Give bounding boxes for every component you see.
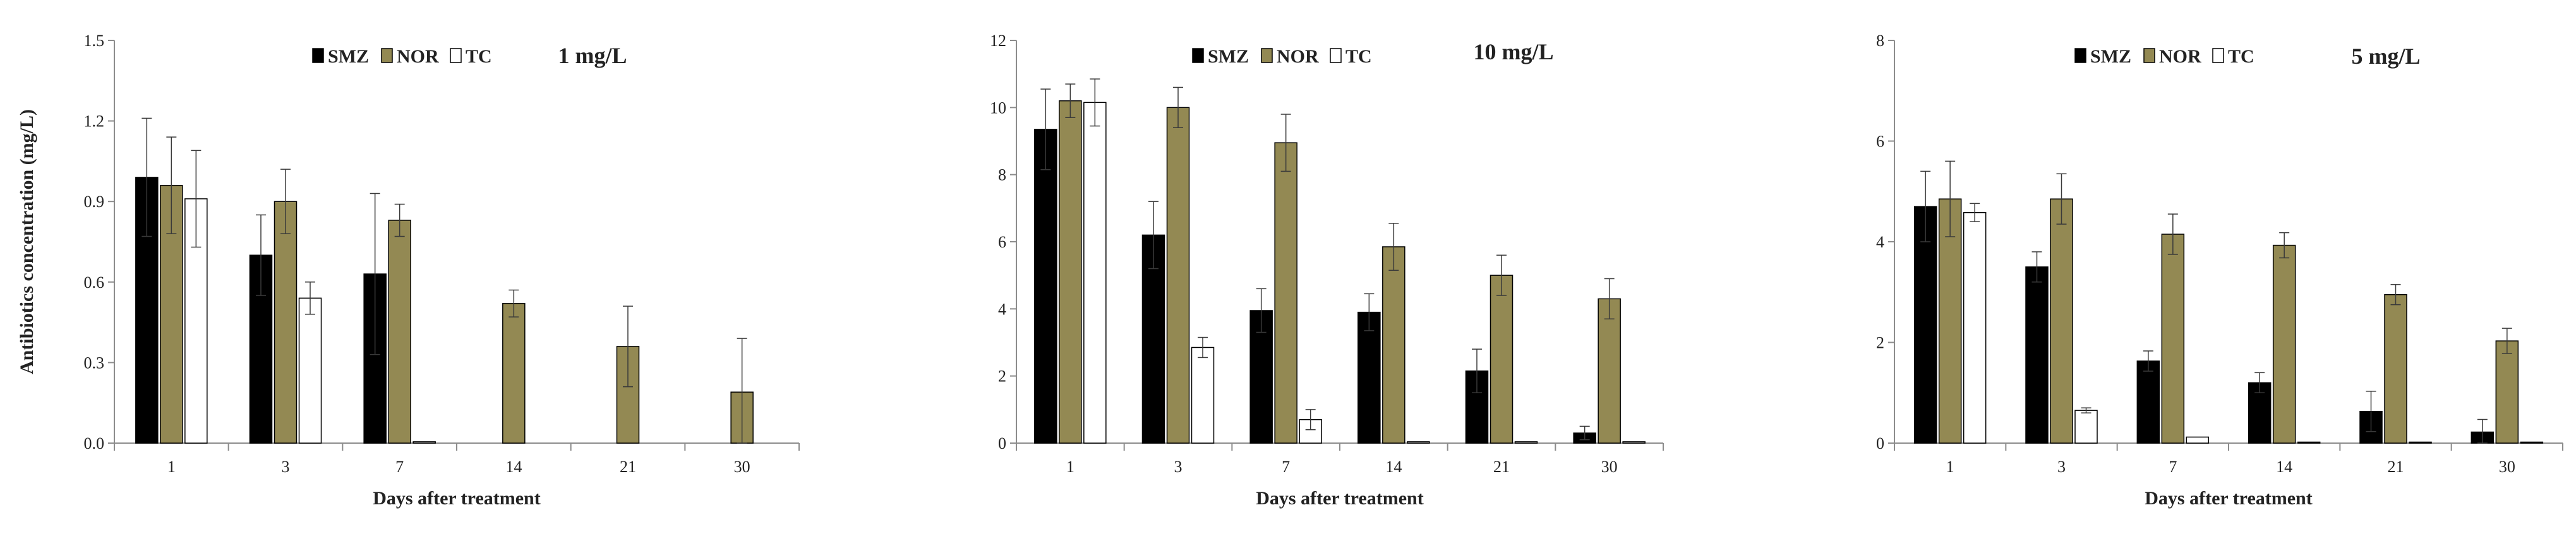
legend-label-smz: SMZ (2090, 46, 2131, 67)
bar-tc-day-7 (412, 441, 436, 444)
y-tick-label: 0.3 (84, 353, 105, 372)
x-tick-label: 21 (1493, 458, 1510, 476)
bar-tc-day-3 (2074, 410, 2098, 444)
bar-nor-day-3 (2050, 198, 2073, 444)
chart-title: 1 mg/L (558, 43, 627, 68)
legend-label-tc: TC (2228, 46, 2254, 67)
legend-label-smz: SMZ (1208, 46, 1249, 67)
y-axis-title: Antibiotics concentration (mg/L) (16, 109, 37, 374)
x-tick-label: 1 (167, 458, 176, 476)
bar-smz-day-7 (2136, 360, 2160, 444)
bar-tc-day-3 (1191, 347, 1215, 444)
x-tick-label: 14 (1385, 458, 1402, 476)
bar-nor-day-7 (388, 220, 411, 444)
legend-swatch-tc (450, 48, 462, 63)
legend-swatch-nor (381, 48, 393, 63)
x-tick-label: 7 (2169, 458, 2177, 476)
chart-title: 5 mg/L (2351, 44, 2420, 69)
y-tick-label: 2 (1876, 334, 1884, 352)
y-tick-label: 0 (1876, 434, 1884, 453)
y-tick-label: 8 (1876, 32, 1884, 50)
legend-label-nor: NOR (2159, 46, 2201, 67)
y-tick-label: 12 (990, 32, 1006, 50)
y-tick-label: 1.5 (84, 32, 105, 50)
x-axis-title: Days after treatment (1256, 488, 1423, 509)
y-tick-label: 0.6 (84, 273, 105, 292)
bar-nor-day-3 (274, 201, 298, 444)
y-tick-label: 6 (998, 233, 1006, 251)
bar-smz-day-14 (1357, 311, 1381, 444)
x-tick-label: 30 (1601, 458, 1618, 476)
legend-swatch-tc (2212, 48, 2224, 63)
bar-nor-day-21 (2384, 294, 2407, 444)
legend-swatch-nor (1261, 48, 1273, 63)
legend-label-smz: SMZ (328, 46, 369, 67)
x-tick-label: 3 (2057, 458, 2066, 476)
y-tick-label: 0.9 (84, 193, 105, 211)
chart-panel-1: 0.0 0.3 0.6 0.9 1.2 1.5 1 3 7 14 21 30 SMZ NOR TC 1 mg/… (16, 32, 800, 509)
x-tick-label: 14 (2276, 458, 2292, 476)
x-tick-label: 30 (734, 458, 750, 476)
bar-nor-day-30 (2495, 340, 2519, 444)
x-tick-label: 7 (1282, 458, 1290, 476)
x-tick-label: 7 (395, 458, 404, 476)
bar-tc-day-14 (2297, 441, 2321, 444)
x-tick-label: 1 (1946, 458, 1954, 476)
bar-tc-day-7 (2186, 436, 2210, 444)
y-tick-label: 4 (998, 300, 1006, 318)
bar-nor-day-14 (1382, 246, 1405, 444)
y-tick-label: 8 (998, 166, 1006, 184)
x-tick-label: 21 (620, 458, 636, 476)
bar-tc-day-30 (2520, 441, 2544, 444)
legend-label-tc: TC (1345, 46, 1372, 67)
chart-panel-3: 0 2 4 6 8 1 3 7 14 21 30 SMZ NOR TC 5 mg/L Days after t… (1876, 32, 2563, 509)
bar-smz-day-1 (1034, 129, 1057, 444)
x-axis-title: Days after treatment (373, 488, 540, 509)
bar-nor-day-14 (2272, 244, 2296, 444)
chart-panel-2: 0 2 4 6 8 10 12 1 3 7 14 21 30 SMZ NOR TC 10 mg/L Days af… (990, 32, 1664, 509)
bar-smz-day-3 (1141, 234, 1165, 444)
legend-swatch-smz (1192, 48, 1204, 63)
y-tick-label: 10 (990, 98, 1006, 117)
bar-tc-day-14 (1407, 441, 1430, 444)
bar-nor-day-30 (1598, 298, 1621, 444)
bar-smz-day-3 (2025, 266, 2049, 444)
x-tick-label: 30 (2499, 458, 2515, 476)
bar-tc-day-21 (1514, 441, 1538, 444)
y-tick-label: 0 (998, 434, 1006, 453)
x-axis-title: Days after treatment (2145, 488, 2312, 509)
legend-swatch-smz (312, 48, 324, 63)
x-tick-label: 21 (2388, 458, 2404, 476)
bar-tc-day-21 (2409, 441, 2432, 444)
legend-label-nor: NOR (397, 46, 439, 67)
y-tick-label: 6 (1876, 133, 1884, 151)
chart-title: 10 mg/L (1473, 39, 1553, 64)
bar-nor-day-1 (1938, 198, 1962, 444)
x-tick-label: 1 (1066, 458, 1074, 476)
y-tick-label: 1.2 (84, 112, 105, 131)
legend-swatch-nor (2143, 48, 2155, 63)
bar-nor-day-14 (502, 303, 526, 444)
bar-nor-day-1 (1059, 100, 1082, 444)
bar-tc-day-30 (1622, 441, 1646, 444)
bar-nor-day-7 (2161, 234, 2185, 444)
bar-nor-day-3 (1166, 107, 1190, 444)
legend-label-tc: TC (466, 46, 492, 67)
x-tick-label: 3 (282, 458, 290, 476)
bar-tc-day-1 (1963, 211, 1987, 444)
y-tick-label: 0.0 (84, 434, 105, 453)
legend-swatch-tc (1330, 48, 1342, 63)
x-tick-label: 14 (505, 458, 522, 476)
x-tick-label: 3 (1174, 458, 1183, 476)
bar-tc-day-1 (1083, 102, 1107, 444)
legend-swatch-smz (2074, 48, 2086, 63)
bar-tc-day-3 (298, 297, 322, 444)
y-tick-label: 2 (998, 367, 1006, 386)
bar-nor-day-7 (1274, 142, 1297, 444)
legend-label-nor: NOR (1277, 46, 1319, 67)
bar-nor-day-21 (1490, 275, 1514, 444)
y-tick-label: 4 (1876, 233, 1884, 251)
